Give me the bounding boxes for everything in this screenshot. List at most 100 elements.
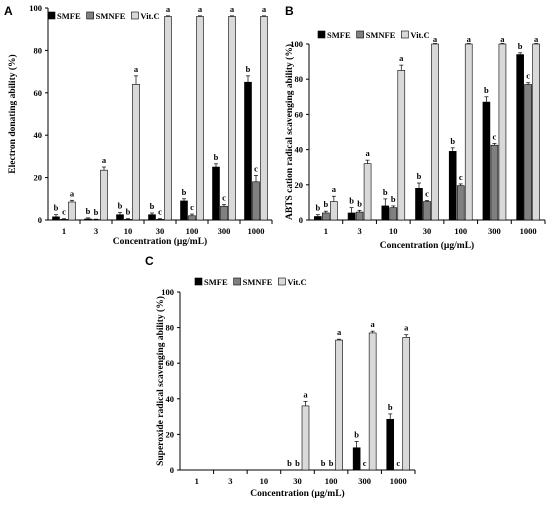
y-axis-title: Superoxide radical scavenging ability (%… bbox=[155, 296, 166, 466]
significance-letter: a bbox=[404, 323, 409, 333]
legend-swatch bbox=[233, 277, 241, 286]
x-axis-title: Concentration (µg/mL) bbox=[113, 236, 207, 247]
y-tick-label: 0 bbox=[170, 465, 174, 475]
x-tick-label: 1 bbox=[195, 476, 199, 486]
panel-letter: C bbox=[145, 254, 154, 268]
significance-letter: a bbox=[198, 4, 203, 14]
legend: SMFE SMNFE Vit.C bbox=[317, 30, 430, 40]
y-tick-label: 40 bbox=[34, 130, 43, 140]
bar bbox=[196, 16, 204, 221]
bar bbox=[381, 205, 390, 221]
x-tick-label: 3 bbox=[357, 226, 361, 236]
bar bbox=[314, 216, 322, 221]
significance-letter: a bbox=[534, 34, 539, 44]
significance-letter: b bbox=[391, 194, 396, 204]
bar bbox=[124, 219, 132, 221]
bar bbox=[212, 166, 220, 221]
y-axis-title: Electron donating ability (%) bbox=[7, 54, 18, 173]
x-tick-label: 30 bbox=[293, 476, 302, 486]
significance-letter: c bbox=[425, 189, 429, 199]
bar bbox=[330, 201, 338, 221]
x-tick-label: 1 bbox=[62, 226, 66, 236]
bar bbox=[335, 339, 343, 471]
significance-letter: b bbox=[417, 171, 422, 181]
y-tick-label: 20 bbox=[295, 180, 304, 190]
significance-letter: b bbox=[94, 207, 99, 217]
significance-letter: b bbox=[484, 85, 489, 95]
x-tick-label: 30 bbox=[156, 226, 165, 236]
legend-swatch bbox=[278, 277, 286, 286]
bar bbox=[164, 16, 172, 221]
significance-letter: a bbox=[500, 34, 505, 44]
bar bbox=[498, 43, 507, 221]
significance-letter: a bbox=[467, 34, 472, 44]
significance-letter: a bbox=[332, 184, 337, 194]
bar bbox=[347, 212, 356, 221]
significance-letter: b bbox=[388, 402, 393, 412]
legend-swatch bbox=[194, 277, 203, 286]
y-tick-label: 60 bbox=[34, 88, 43, 98]
significance-letter: a bbox=[433, 34, 438, 44]
significance-letter: b bbox=[349, 196, 354, 206]
bar bbox=[490, 144, 499, 221]
bar bbox=[180, 200, 188, 221]
significance-letter: b bbox=[354, 430, 359, 440]
bar bbox=[116, 214, 124, 221]
y-tick-label: 100 bbox=[161, 287, 174, 297]
y-axis-title: ABTS cation radical scavenging ability (… bbox=[284, 44, 295, 220]
significance-letter: a bbox=[303, 389, 308, 399]
significance-letter: c bbox=[254, 163, 258, 173]
significance-letter: b bbox=[329, 458, 334, 468]
legend-label: Vit.C bbox=[140, 11, 159, 21]
y-tick-label: 40 bbox=[295, 145, 304, 155]
x-tick-label: 10 bbox=[260, 476, 269, 486]
y-tick-label: 100 bbox=[29, 3, 42, 13]
bar bbox=[244, 81, 252, 221]
significance-letter: b bbox=[126, 207, 131, 217]
y-tick-label: 60 bbox=[295, 109, 304, 119]
x-tick-label: 3 bbox=[94, 226, 98, 236]
legend-label: Vit.C bbox=[410, 30, 429, 40]
bar bbox=[148, 214, 156, 221]
bar bbox=[355, 211, 364, 221]
significance-letter: c bbox=[158, 207, 162, 217]
bar bbox=[524, 84, 532, 221]
significance-letter: a bbox=[102, 155, 107, 165]
bar bbox=[220, 205, 228, 221]
significance-letter: c bbox=[396, 458, 400, 468]
legend-label: SMFE bbox=[57, 11, 81, 21]
y-tick-label: 80 bbox=[34, 45, 43, 55]
bar bbox=[363, 163, 372, 221]
x-tick-label: 100 bbox=[186, 226, 199, 236]
significance-letter: a bbox=[70, 188, 75, 198]
significance-letter: b bbox=[150, 201, 155, 211]
bar bbox=[448, 151, 457, 221]
bar bbox=[402, 337, 411, 471]
y-tick-label: 60 bbox=[166, 358, 175, 368]
x-tick-label: 1000 bbox=[390, 476, 407, 486]
significance-letter: a bbox=[166, 4, 171, 14]
bar bbox=[322, 212, 330, 221]
significance-letter: b bbox=[315, 203, 320, 213]
legend-label: SMNFE bbox=[366, 30, 396, 40]
bar bbox=[352, 447, 361, 471]
significance-letter: c bbox=[459, 172, 463, 182]
bar bbox=[464, 43, 473, 221]
y-tick-label: 100 bbox=[290, 39, 303, 49]
x-axis-title: Concentration (µg/mL) bbox=[380, 240, 474, 251]
bar bbox=[431, 43, 439, 221]
significance-letter: b bbox=[182, 187, 187, 197]
bar bbox=[389, 207, 398, 221]
x-tick-label: 1 bbox=[324, 226, 328, 236]
legend: SMFE SMNFE Vit.C bbox=[47, 11, 160, 21]
bar bbox=[532, 43, 540, 221]
y-tick-label: 40 bbox=[166, 394, 175, 404]
y-tick-label: 0 bbox=[299, 215, 303, 225]
bar bbox=[68, 201, 76, 221]
legend-label: SMFE bbox=[204, 277, 228, 287]
bar bbox=[252, 181, 260, 221]
